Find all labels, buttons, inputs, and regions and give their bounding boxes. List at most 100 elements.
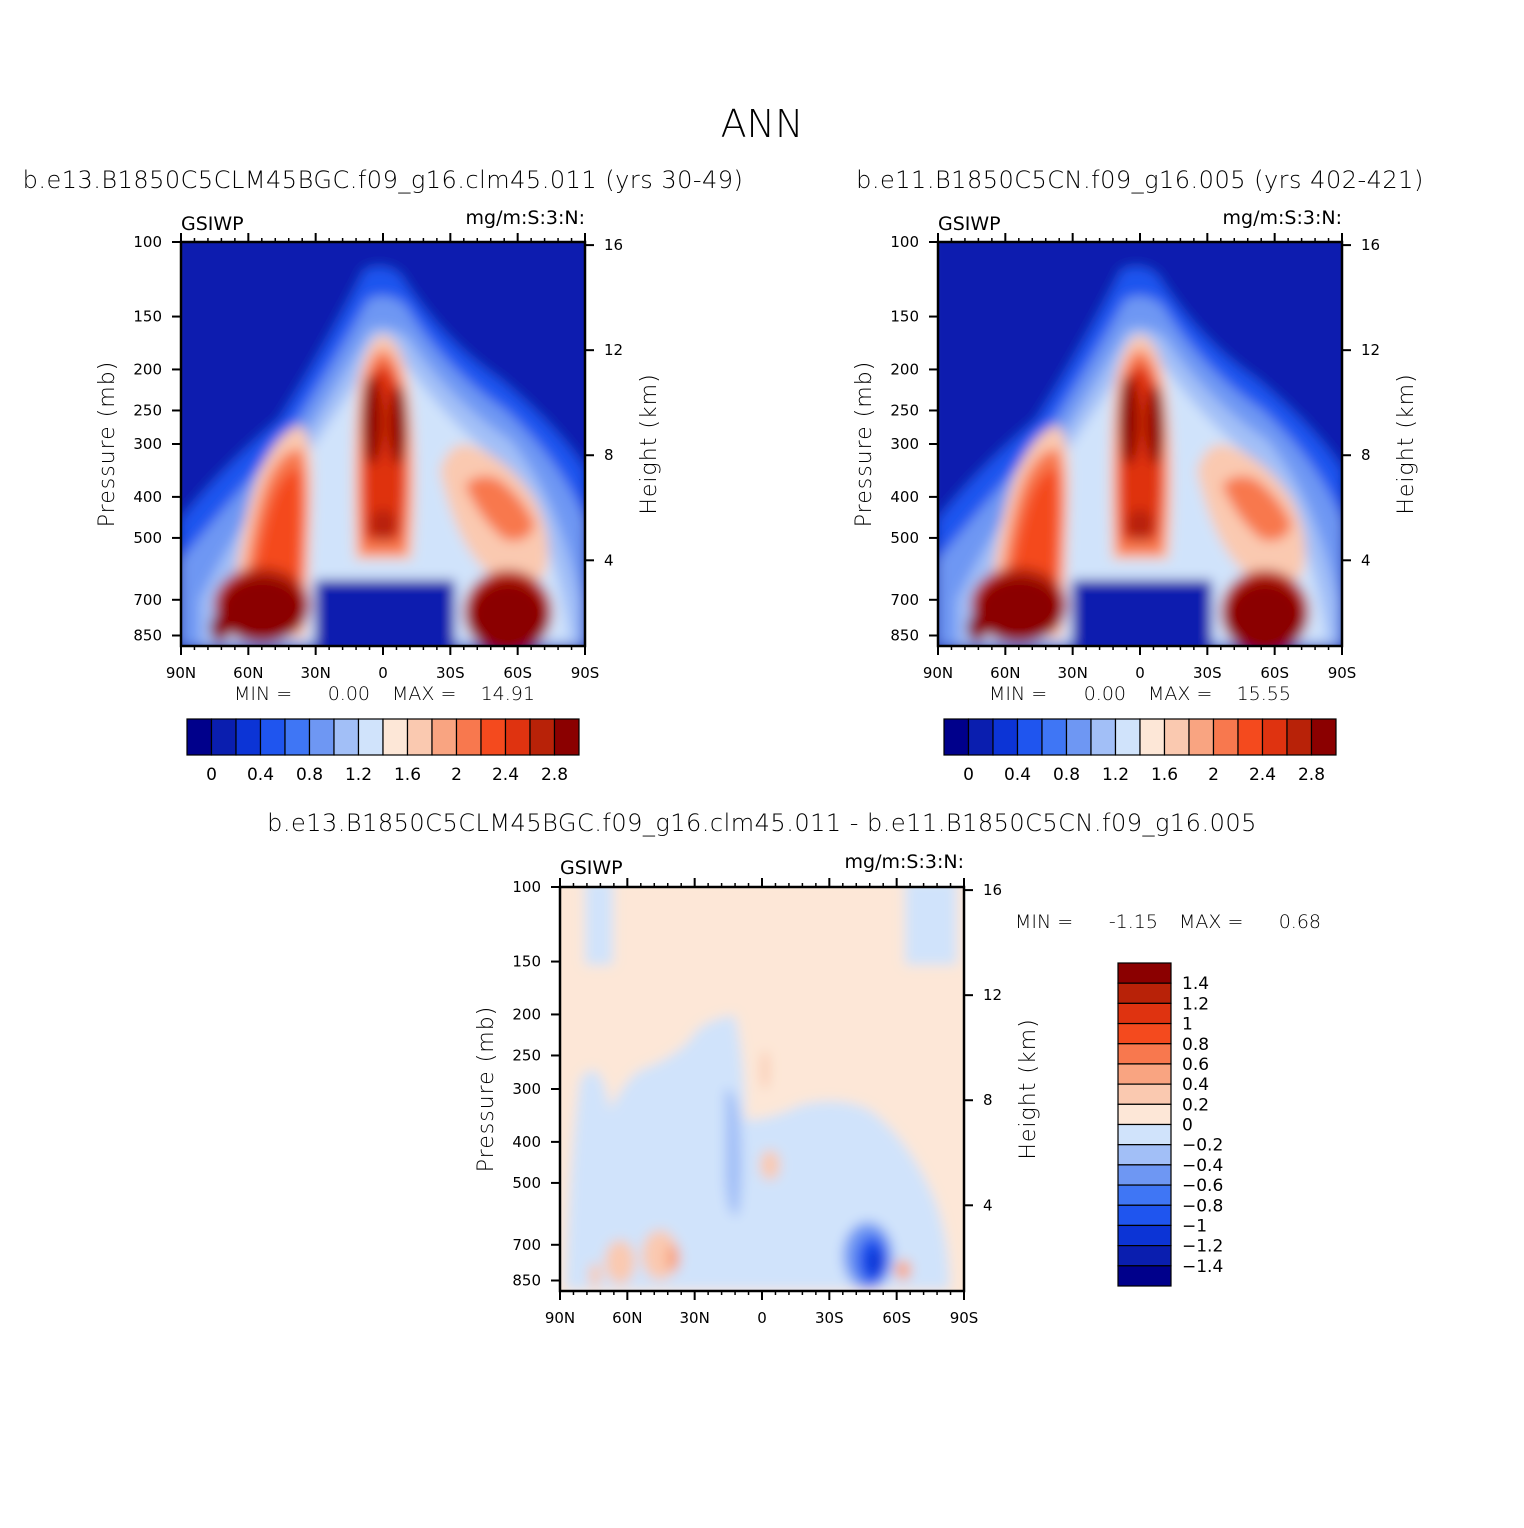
colorbar-swatch (1188, 718, 1215, 756)
panel1-max-label: MAX = (392, 683, 456, 705)
colorbar-swatch (967, 718, 994, 756)
colorbar-swatch (1117, 1083, 1172, 1105)
panel2-min-label: MIN = (989, 683, 1047, 705)
y-tick-label: 100 (890, 233, 919, 251)
y-tick-label: 500 (133, 529, 162, 547)
panel3-min-value: -1.15 (1109, 911, 1158, 933)
colorbar-label: 1.2 (345, 765, 372, 785)
y-tick-label: 300 (512, 1080, 541, 1098)
colorbar-swatch (1261, 718, 1288, 756)
colorbar-swatch (1117, 1184, 1172, 1206)
panel2-max-label: MAX = (1148, 683, 1212, 705)
x-tick-label: 0 (1135, 664, 1145, 682)
colorbar-swatch (943, 718, 970, 756)
x-tick-label: 90S (571, 664, 600, 682)
colorbar-swatch (431, 718, 458, 756)
panel3-variable: GSIWP (560, 857, 623, 879)
panel3-plot: 90N 60N 30N 0 30S 60S 90S 100 150 200 250 300 400 500… (474, 851, 1321, 1327)
colorbar-swatch (333, 718, 360, 756)
colorbar-swatch (553, 718, 580, 756)
colorbar-swatch (406, 718, 433, 756)
panel1-min-label: MIN = (234, 683, 292, 705)
colorbar-swatch (1117, 982, 1172, 1004)
colorbar-swatch (1286, 718, 1313, 756)
panel1-colorbar: 0 0.4 0.8 1.2 1.6 2 2.4 2.8 (186, 718, 580, 785)
y-tick-label: 850 (512, 1271, 541, 1289)
colorbar-swatch (529, 718, 556, 756)
y-tick-label: 250 (133, 401, 162, 419)
y-tick-label: 200 (890, 360, 919, 378)
colorbar-label: −1.2 (1182, 1237, 1223, 1257)
colorbar-label: 0.6 (1182, 1055, 1209, 1075)
colorbar-swatch (284, 718, 311, 756)
colorbar-label: −0.6 (1182, 1176, 1223, 1196)
colorbar-label: 0.8 (296, 765, 323, 785)
panel2-title: b.e11.B1850C5CN.f09_g16.005 (yrs 402-421… (856, 166, 1424, 194)
y-tick-label: 300 (133, 435, 162, 453)
panel3-max-label: MAX = (1179, 911, 1243, 933)
panel1-title: b.e13.B1850C5CLM45BGC.f09_g16.clm45.011 … (23, 166, 744, 194)
x-tick-label: 30N (680, 1309, 710, 1327)
x-tick-label: 30N (301, 664, 331, 682)
colorbar-label: 0 (963, 765, 974, 785)
x-tick-label: 60S (503, 664, 532, 682)
panel2-variable: GSIWP (938, 213, 1001, 235)
y2-tick-label: 4 (1361, 551, 1371, 569)
colorbar-swatch (1117, 1123, 1172, 1146)
colorbar-swatch (1041, 718, 1068, 756)
x-tick-label: 60S (882, 1309, 911, 1327)
x-tick-label: 90S (1328, 664, 1357, 682)
colorbar-label: 0.4 (1182, 1075, 1209, 1095)
colorbar-swatch (210, 718, 237, 756)
colorbar-label: 1.6 (1151, 765, 1178, 785)
x-tick-label: 0 (378, 664, 388, 682)
colorbar-label: 1.2 (1182, 994, 1209, 1014)
colorbar-swatch (1117, 1043, 1172, 1065)
colorbar-label: 0.2 (1182, 1095, 1209, 1115)
y-tick-label: 500 (890, 529, 919, 547)
colorbar-label: 2.8 (1298, 765, 1325, 785)
colorbar-label: 0.4 (247, 765, 274, 785)
panel3-axes: 90N 60N 30N 0 30S 60S 90S 100 150 200 250 300 400 500… (512, 878, 1002, 1327)
y2-tick-label: 12 (983, 986, 1002, 1004)
y-tick-label: 700 (512, 1236, 541, 1254)
y2-tick-label: 16 (604, 236, 623, 254)
colorbar-label: 1 (1182, 1015, 1193, 1035)
colorbar-label: 0 (1182, 1116, 1193, 1136)
panel1-max-value: 14.91 (481, 683, 535, 705)
colorbar-swatch (357, 718, 384, 756)
colorbar-swatch (1117, 1002, 1172, 1025)
y2-tick-label: 8 (983, 1091, 993, 1109)
colorbar-label: 1.2 (1102, 765, 1129, 785)
panel3-units: mg/m:S:3:N: (845, 851, 964, 873)
colorbar-label: 2.4 (492, 765, 519, 785)
x-tick-label: 90S (950, 1309, 979, 1327)
panel3-min-label: MIN = (1015, 911, 1073, 933)
panel2-ylabel: Pressure (mb) (852, 361, 877, 528)
colorbar-swatch (455, 718, 482, 756)
colorbar-swatch (1065, 718, 1092, 756)
y2-tick-label: 8 (1361, 446, 1371, 464)
colorbar-swatch (1163, 718, 1190, 756)
x-tick-label: 0 (757, 1309, 767, 1327)
y-tick-label: 400 (512, 1133, 541, 1151)
colorbar-swatch (1310, 718, 1337, 756)
colorbar-label: 1.6 (394, 765, 421, 785)
y-tick-label: 250 (890, 401, 919, 419)
y-tick-label: 200 (133, 360, 162, 378)
x-tick-label: 60N (612, 1309, 642, 1327)
colorbar-swatch (1117, 1245, 1172, 1267)
y-tick-label: 100 (133, 233, 162, 251)
y2-tick-label: 16 (1361, 236, 1380, 254)
y2-tick-label: 16 (983, 881, 1002, 899)
colorbar-swatch (259, 718, 286, 756)
colorbar-label: 1.4 (1182, 974, 1209, 994)
panel1-y2label: Height (km) (637, 373, 662, 514)
colorbar-swatch (1016, 718, 1043, 756)
colorbar-label: −0.8 (1182, 1196, 1223, 1216)
x-tick-label: 90N (923, 664, 953, 682)
colorbar-swatch (1090, 718, 1117, 756)
colorbar-swatch (480, 718, 507, 756)
colorbar-swatch (1117, 1103, 1172, 1126)
